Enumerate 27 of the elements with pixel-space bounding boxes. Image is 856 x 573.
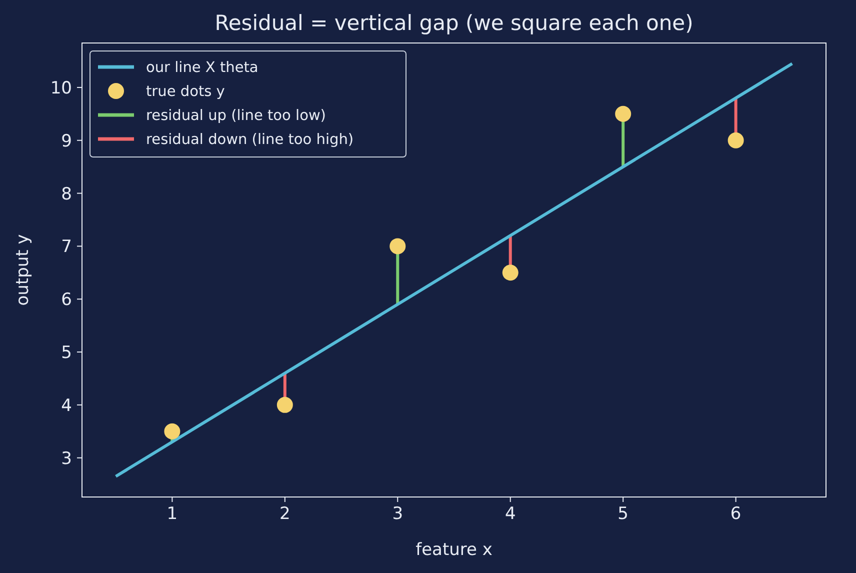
point [164, 423, 180, 440]
legend-label: residual up (line too low) [146, 108, 326, 124]
x-tick-label: 2 [279, 504, 290, 524]
legend-label: true dots y [146, 84, 226, 100]
x-tick-label: 4 [504, 504, 516, 524]
x-tick-label: 3 [392, 504, 404, 524]
point [390, 238, 406, 254]
point [276, 396, 293, 413]
point [502, 264, 518, 281]
y-axis-title: output y [13, 234, 33, 306]
chart-title: Residual = vertical gap (we square each one) [214, 11, 694, 35]
point [728, 132, 744, 148]
x-axis-title: feature x [416, 540, 492, 560]
y-tick-label: 8 [61, 184, 72, 204]
y-tick-label: 4 [61, 396, 72, 416]
x-tick-label: 5 [618, 504, 629, 524]
y-tick-label: 9 [61, 131, 72, 152]
y-tick-label: 3 [61, 448, 72, 469]
legend-label: our line X theta [146, 60, 258, 76]
y-tick-label: 5 [61, 343, 72, 364]
y-tick-label: 6 [61, 290, 72, 310]
y-tick-label: 7 [61, 237, 72, 258]
x-tick-label: 1 [166, 504, 178, 524]
point [615, 106, 632, 122]
x-tick-label: 6 [730, 504, 742, 524]
legend-label: residual down (line too high) [146, 132, 354, 148]
y-tick-label: 10 [50, 78, 72, 98]
